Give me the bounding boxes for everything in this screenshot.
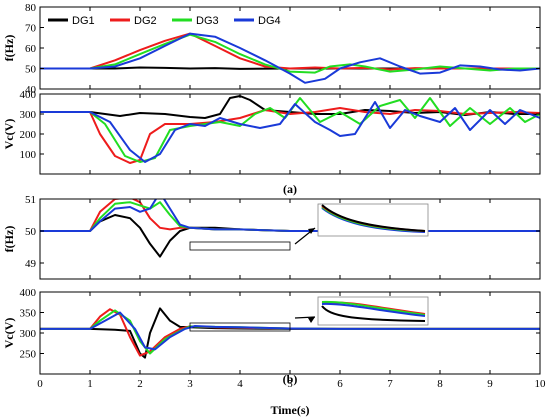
x-tick-label: 4 bbox=[237, 378, 243, 390]
y-tick-label: 50 bbox=[25, 64, 37, 76]
x-tick-label: 0 bbox=[37, 378, 43, 390]
legend-label-dg1: DG1 bbox=[72, 15, 95, 27]
x-tick-label: 5 bbox=[287, 378, 293, 390]
y-tick-label: 250 bbox=[20, 349, 37, 361]
caption-a: (a) bbox=[283, 182, 297, 196]
y-tick-label: 300 bbox=[20, 328, 37, 340]
zoom-arrow bbox=[294, 316, 316, 319]
y-axis-label: f(Hz) bbox=[2, 226, 16, 253]
y-tick-label: 60 bbox=[25, 43, 37, 55]
zoom-curve-dg4 bbox=[321, 302, 426, 317]
zoom-region bbox=[189, 322, 291, 332]
y-tick-label: 300 bbox=[20, 109, 37, 121]
y-tick-label: 70 bbox=[25, 23, 37, 35]
legend-label-dg4: DG4 bbox=[258, 15, 281, 27]
zoom-arrowhead bbox=[308, 228, 315, 234]
y-tick-label: 40 bbox=[25, 84, 37, 96]
series-dg4-a-vc bbox=[40, 101, 540, 163]
y-tick-label: 49 bbox=[25, 258, 37, 270]
panel-a-f: 40 50 60 70 80 f(Hz) bbox=[2, 2, 541, 96]
x-tick-label: 3 bbox=[187, 378, 193, 390]
y-tick-label: 100 bbox=[20, 149, 37, 161]
x-axis-label: Time(s) bbox=[270, 403, 309, 417]
y-tick-label: 400 bbox=[20, 89, 37, 101]
plot-frame bbox=[39, 291, 541, 375]
y-tick-label: 200 bbox=[20, 129, 37, 141]
y-axis-label: Vc(V) bbox=[2, 119, 16, 150]
legend: DG1 DG2 DG3 DG4 bbox=[48, 15, 281, 27]
plot-frame bbox=[39, 93, 541, 175]
legend-label-dg2: DG2 bbox=[134, 15, 157, 27]
y-tick-label: 50 bbox=[25, 226, 37, 238]
series-dg3-a-f bbox=[40, 33, 540, 74]
x-tick-label: 6 bbox=[337, 378, 343, 390]
y-axis-label: Vc(V) bbox=[2, 318, 16, 349]
series-dg3-b-vc bbox=[40, 309, 540, 355]
plot-frame bbox=[39, 198, 541, 280]
zoom-curve-dg3 bbox=[321, 300, 426, 316]
y-tick-label: 400 bbox=[20, 287, 37, 299]
x-tick-label: 10 bbox=[535, 378, 547, 390]
y-axis-label: f(Hz) bbox=[2, 35, 16, 62]
x-tick-label: 2 bbox=[137, 378, 143, 390]
x-tick-label: 9 bbox=[487, 378, 493, 390]
x-tick-label: 7 bbox=[387, 378, 393, 390]
y-tick-label: 350 bbox=[20, 308, 37, 320]
zoom-curve-dg1 bbox=[321, 305, 426, 322]
zoom-curve-dg1 bbox=[321, 204, 426, 232]
panel-b-vc: 0 1 2 3 4 5 6 7 8 9 10 250 300 350 400 Vc(V) Time(s) bbox=[2, 287, 546, 417]
series-dg3-b-f bbox=[40, 201, 540, 232]
series-dg4-b-f bbox=[40, 199, 540, 232]
legend-label-dg3: DG3 bbox=[196, 15, 219, 27]
y-tick-label: 51 bbox=[25, 194, 36, 206]
zoom-insets bbox=[294, 203, 429, 326]
x-tick-label: 1 bbox=[87, 378, 93, 390]
caption-b: (b) bbox=[283, 372, 298, 386]
zoom-arrowhead bbox=[308, 317, 315, 323]
y-tick-label: 80 bbox=[25, 2, 37, 14]
x-tick-label: 8 bbox=[437, 378, 443, 390]
panel-a-vc: 100 200 300 400 Vc(V) bbox=[2, 89, 541, 175]
series-dg4-a-f bbox=[40, 32, 540, 84]
zoom-region bbox=[189, 241, 291, 251]
panel-b-f: 49 50 51 f(Hz) bbox=[2, 194, 541, 280]
